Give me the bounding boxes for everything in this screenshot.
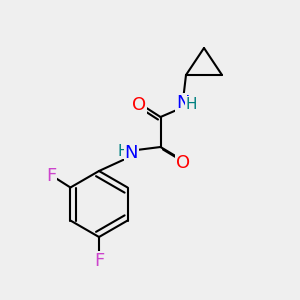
Text: O: O — [176, 154, 190, 172]
Text: O: O — [132, 97, 147, 115]
Text: H: H — [117, 144, 129, 159]
Text: N: N — [124, 145, 138, 163]
Text: H: H — [186, 97, 197, 112]
Text: F: F — [46, 167, 56, 185]
Text: F: F — [94, 252, 104, 270]
Text: N: N — [176, 94, 190, 112]
